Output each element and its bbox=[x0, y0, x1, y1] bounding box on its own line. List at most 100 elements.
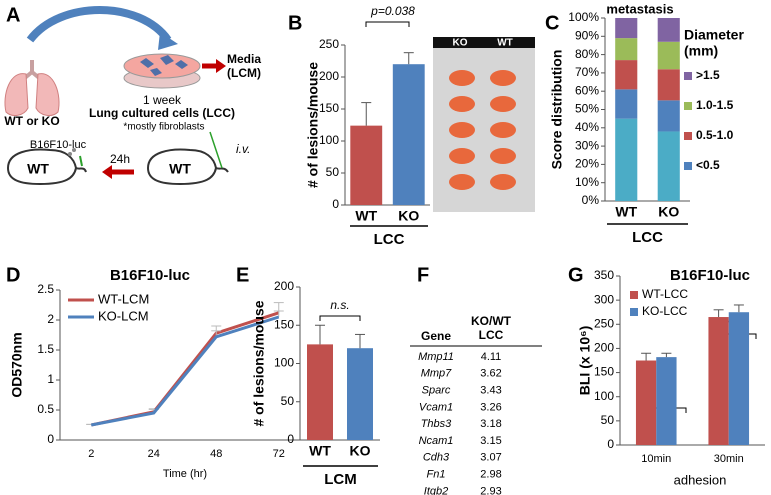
cells-label: Lung cultured cells (LCC) bbox=[89, 106, 235, 120]
media-label: (LCM) bbox=[227, 66, 261, 80]
x-tick-label: KO bbox=[350, 443, 371, 459]
group-label: LCC bbox=[374, 231, 405, 248]
y-tick-label: 50 bbox=[601, 413, 615, 427]
gene-name: Ncam1 bbox=[419, 435, 454, 447]
duration: 1 week bbox=[143, 93, 182, 107]
bar-segment bbox=[615, 60, 638, 90]
injection bbox=[79, 155, 83, 167]
gene-name: Fn1 bbox=[427, 469, 446, 481]
legend-label: KO-LCM bbox=[98, 308, 149, 323]
x-tick-label: WT bbox=[309, 443, 331, 459]
lung bbox=[35, 73, 60, 116]
bar-segment bbox=[657, 131, 680, 201]
y-tick-label: 80% bbox=[575, 47, 599, 61]
legend-title: (mm) bbox=[684, 43, 718, 59]
group-label: LCC bbox=[632, 229, 663, 246]
bar bbox=[307, 344, 333, 440]
x-tick-label: KO bbox=[398, 208, 419, 224]
gene-name: Vcam1 bbox=[419, 401, 453, 413]
route: i.v. bbox=[236, 142, 250, 156]
annotation: n.s. bbox=[330, 298, 349, 312]
panel-label: F bbox=[417, 264, 429, 286]
annotation: p=0.038 bbox=[370, 4, 415, 18]
media-label: Media bbox=[227, 52, 261, 66]
y-tick-label: 1.5 bbox=[37, 342, 54, 356]
chart: 0% 10% 20% 30% 40% 50% 60% 70% 80% 90% 100% Score d… bbox=[549, 1, 745, 246]
inset-label: WT bbox=[497, 38, 513, 49]
y-tick-label: 350 bbox=[594, 268, 614, 282]
bar-segment bbox=[657, 100, 680, 132]
y-tick-label: 1 bbox=[47, 372, 54, 386]
table-header: LCC bbox=[479, 328, 504, 342]
injection bbox=[209, 131, 223, 169]
bar bbox=[708, 317, 729, 445]
y-tick-label: 100 bbox=[594, 389, 614, 403]
bar-segment bbox=[615, 118, 638, 201]
legend-swatch bbox=[684, 72, 692, 80]
legend-swatch bbox=[684, 162, 692, 170]
panel-label: E bbox=[236, 264, 249, 286]
panel-label: C bbox=[545, 12, 559, 34]
mouse-tail bbox=[215, 167, 229, 173]
x-tick-label: 30min bbox=[714, 453, 744, 465]
mouse-label: WT bbox=[27, 161, 49, 177]
bar bbox=[728, 312, 750, 445]
legend-title: Diameter bbox=[684, 27, 744, 43]
bar-segment bbox=[615, 38, 638, 61]
y-tick-label: 150 bbox=[274, 317, 294, 331]
panel-label: B bbox=[288, 12, 302, 34]
y-tick-label: 10% bbox=[575, 175, 599, 189]
inset-photo: KO WT bbox=[433, 37, 535, 212]
bar bbox=[392, 64, 425, 205]
y-tick-label: 250 bbox=[319, 37, 339, 51]
bracket bbox=[319, 315, 361, 321]
fold-change: 3.26 bbox=[480, 401, 501, 413]
y-axis-label: # of lesions/mouse bbox=[251, 300, 267, 426]
y-tick-label: 200 bbox=[594, 341, 614, 355]
y-tick-label: 100 bbox=[274, 356, 294, 370]
arrow-head bbox=[216, 59, 226, 73]
y-tick-label: 20% bbox=[575, 157, 599, 171]
legend-label: 0.5-1.0 bbox=[696, 128, 734, 142]
gene-name: Mmp11 bbox=[418, 351, 454, 363]
y-tick-label: 0 bbox=[287, 432, 294, 446]
bar bbox=[635, 360, 657, 445]
fold-change: 3.15 bbox=[480, 435, 501, 447]
gene-name: Cdh3 bbox=[423, 452, 450, 464]
gene-table: Gene KO/WT LCC Mmp11 4.11 Mmp7 3.62 Sparc 3.4… bbox=[410, 314, 542, 495]
cell-line: B16F10-luc bbox=[30, 139, 87, 151]
x-tick-label: WT bbox=[615, 204, 637, 220]
y-tick-label: 2 bbox=[47, 312, 54, 326]
fold-change: 4.11 bbox=[481, 351, 502, 363]
chart: 0 50 100 150 200 # of lesions/mouse WT KO LCM n.s… bbox=[251, 279, 380, 488]
y-tick-label: 100 bbox=[319, 133, 339, 147]
y-tick-label: 50 bbox=[281, 394, 295, 408]
y-tick-label: 50% bbox=[575, 102, 599, 116]
time-label: 24h bbox=[110, 152, 130, 166]
legend-label: 1.0-1.5 bbox=[696, 98, 734, 112]
chart-title: B16F10-luc bbox=[110, 267, 190, 284]
bar-segment bbox=[657, 18, 680, 42]
legend-swatch bbox=[630, 308, 638, 316]
legend-label: WT-LCC bbox=[642, 287, 688, 301]
y-tick-label: 90% bbox=[575, 28, 599, 42]
y-tick-label: 200 bbox=[274, 279, 294, 293]
lungs-photo bbox=[449, 70, 516, 190]
x-tick-label: WT bbox=[355, 208, 377, 224]
y-tick-label: 50 bbox=[326, 165, 340, 179]
legend-label: <0.5 bbox=[696, 158, 720, 172]
bar-segment bbox=[657, 69, 680, 101]
panel-labels: A B C D E F G bbox=[6, 4, 584, 286]
chart: 0 50 100 150 200 250 # of lesions/mouse WT KO LCC… bbox=[305, 4, 430, 248]
y-tick-label: 2.5 bbox=[37, 282, 54, 296]
fold-change: 3.18 bbox=[480, 418, 501, 430]
y-tick-label: 0 bbox=[332, 197, 339, 211]
x-tick-label: KO bbox=[658, 204, 679, 220]
x-tick-label: 10min bbox=[641, 453, 671, 465]
y-axis-label: OD570nm bbox=[9, 332, 25, 397]
inset-label: KO bbox=[453, 38, 468, 49]
y-tick-label: 250 bbox=[594, 316, 614, 330]
y-tick-label: 0 bbox=[47, 432, 54, 446]
